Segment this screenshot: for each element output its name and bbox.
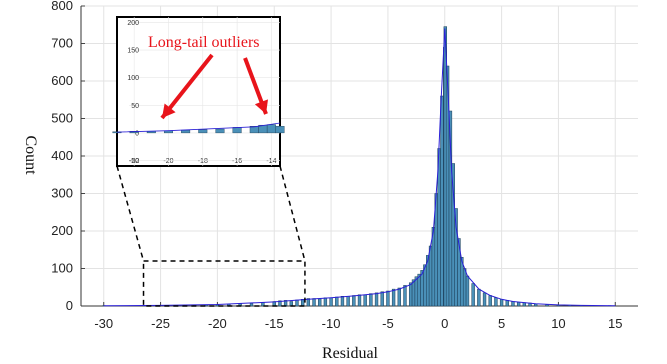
histogram-bar [397, 287, 401, 307]
histogram-bar [386, 290, 390, 307]
histogram-bar [369, 293, 373, 307]
histogram-bar [340, 296, 345, 307]
histogram-bar [414, 276, 419, 307]
fit-curve [103, 28, 616, 307]
y-tick-label: 800 [51, 0, 73, 13]
x-tick-label: -25 [151, 316, 170, 331]
fit-curve-group [103, 28, 616, 307]
y-tick-label: 0 [66, 298, 73, 313]
histogram-bar [417, 273, 421, 307]
histogram-bar [352, 295, 356, 307]
main-axes: -30 -25 -20 -15 -10 -5 0 5 10 1501002003004005006… [51, 0, 638, 331]
histogram-bar [329, 297, 333, 307]
x-tick-label: 10 [551, 316, 565, 331]
y-axis-title: Count [22, 135, 39, 175]
bars-group [102, 26, 612, 307]
histogram-bar [465, 275, 470, 307]
x-axis-title: Residual [322, 345, 379, 362]
inset-y-tick-label: 50 [131, 103, 139, 110]
histogram-bar [431, 227, 436, 307]
zoom-source-box [142, 260, 306, 307]
x-tick-label: 15 [608, 316, 622, 331]
inset-x-tick-label: -20 [163, 158, 173, 165]
histogram-bar [499, 299, 504, 307]
inset-bar [198, 129, 208, 134]
arrow-right-head [254, 99, 268, 114]
histogram-bar [318, 298, 322, 307]
arrow-left-head [162, 103, 176, 118]
inset-y-tick-label: 200 [127, 20, 139, 27]
histogram-bar [249, 303, 254, 307]
inset-y-tick-label: 0 [135, 130, 139, 137]
inset-x-tick-label: -22 [129, 158, 139, 165]
inset-x-tick-label: -14 [266, 158, 276, 165]
histogram-bar [428, 245, 433, 307]
histogram-bar [380, 291, 384, 307]
inset-x-tick-label: -18 [198, 158, 208, 165]
histogram-bar [391, 288, 396, 307]
y-tick-label: 600 [51, 73, 73, 88]
histogram-bar [505, 300, 509, 307]
histogram-bar [511, 301, 515, 307]
histogram-bar [488, 295, 492, 307]
histogram-bar [516, 302, 521, 307]
histogram-bar [312, 298, 316, 307]
inset-y-tick-label: -50 [129, 158, 139, 165]
zoom-connector-right [279, 165, 306, 262]
histogram-bar [462, 268, 467, 307]
histogram-bar [477, 288, 481, 307]
histogram-bar [440, 95, 444, 307]
inset-chart: -22 -20 -18 -16 -14 -50 0 50 100 150 200 [112, 16, 285, 167]
histogram-bar [494, 297, 498, 307]
y-tick-label: 500 [51, 111, 73, 126]
x-tick-label: 0 [441, 316, 448, 331]
inset-bar [266, 124, 276, 134]
x-tick-label: -10 [322, 316, 341, 331]
y-tick-label: 200 [51, 223, 73, 238]
arrow-left-shaft [160, 53, 214, 120]
inset-y-tick-label: 100 [127, 75, 139, 82]
histogram-bar [420, 270, 424, 307]
inset-x-tick-label: -16 [232, 158, 242, 165]
inset-bar [215, 128, 225, 134]
y-tick-label: 100 [51, 261, 73, 276]
inset-y-tick-label: 150 [127, 48, 139, 55]
histogram-bar [335, 296, 339, 307]
y-tick-label: 400 [51, 148, 73, 163]
x-tick-label: -15 [265, 316, 284, 331]
histogram-bar [346, 296, 350, 307]
x-tick-label: -20 [208, 316, 227, 331]
x-tick-label: -5 [382, 316, 394, 331]
histogram-bar [295, 299, 299, 307]
histogram-bar [306, 298, 311, 307]
histogram-bar [482, 292, 487, 307]
y-tick-label: 700 [51, 36, 73, 51]
y-tick-label: 300 [51, 186, 73, 201]
histogram-bar [411, 279, 416, 307]
zoom-connector-left [116, 165, 145, 262]
histogram-bar [408, 282, 413, 307]
inset-bar [275, 126, 285, 134]
x-tick-label: 5 [498, 316, 505, 331]
histogram-bar [278, 300, 282, 307]
histogram-bar [374, 292, 379, 307]
histogram-bar [323, 297, 328, 307]
inset-fit-curve [116, 122, 281, 133]
inset-bar [181, 129, 191, 134]
zoom-region [116, 165, 306, 307]
x-tick-label: -30 [94, 316, 113, 331]
inset-bar [232, 127, 242, 134]
histogram-bar [403, 285, 407, 307]
inset-frame [116, 16, 281, 167]
histogram-bar [357, 294, 362, 307]
histogram-bar [471, 283, 475, 307]
histogram-bar [363, 294, 367, 307]
annotation-text: Long-tail outliers [148, 34, 260, 51]
